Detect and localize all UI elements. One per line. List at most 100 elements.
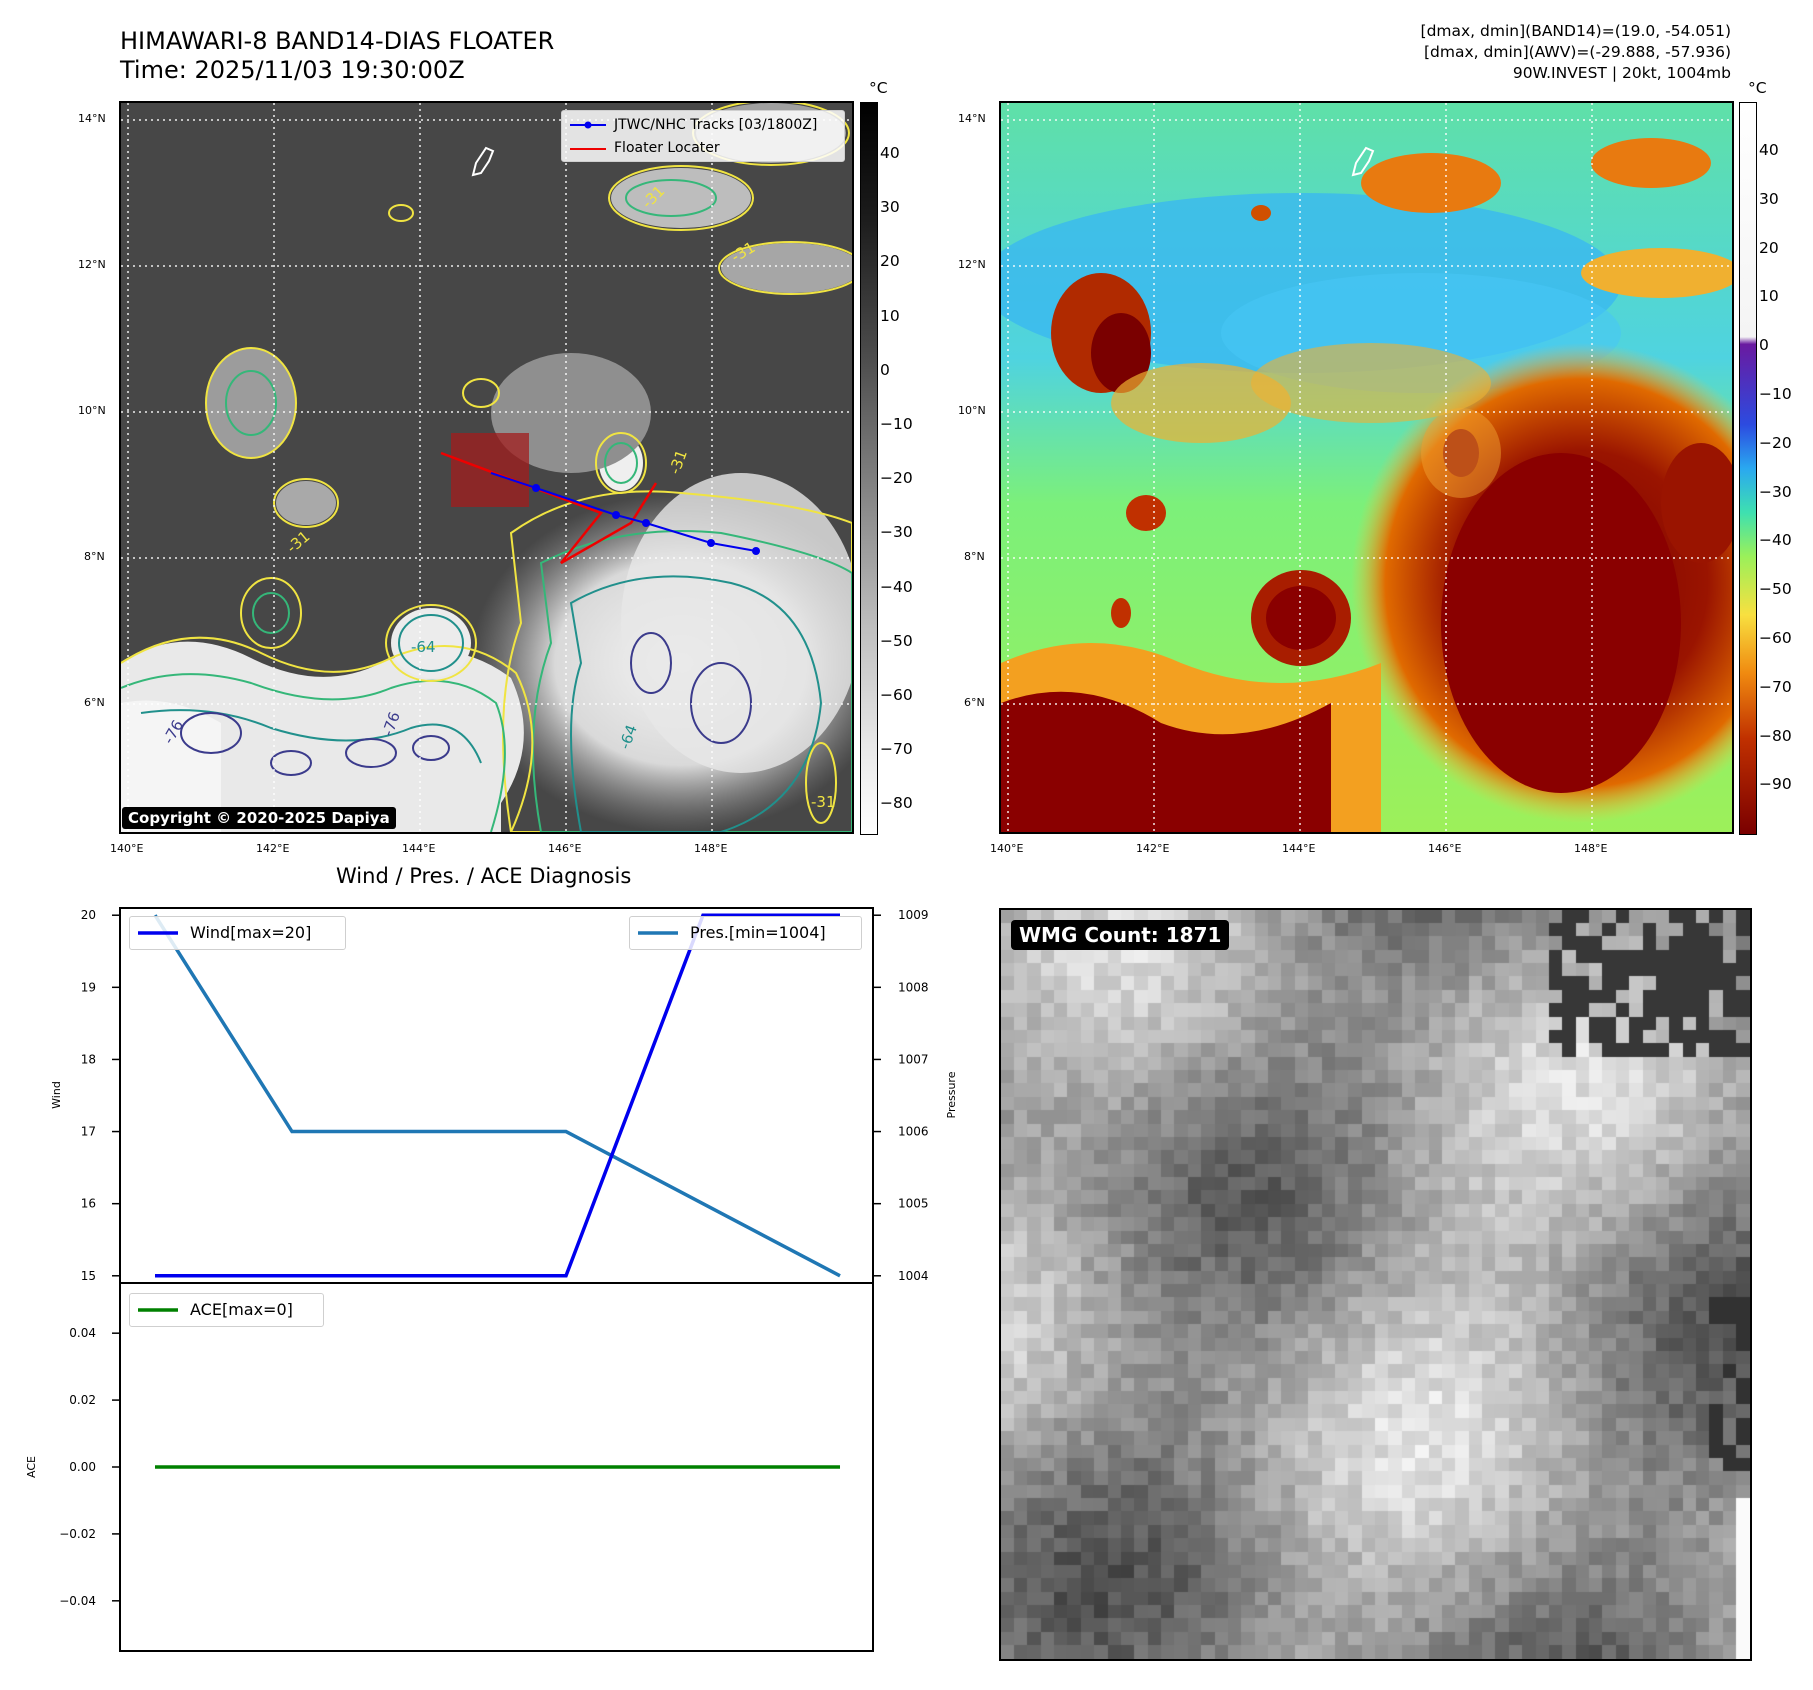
awv-colorbar-tick: −10 xyxy=(1759,385,1792,403)
wmg-panel: WMG Count: 1871 xyxy=(999,908,1752,1661)
band14-colorbar-tick: −10 xyxy=(880,415,913,433)
lon-label: 148°E xyxy=(694,842,728,855)
awv-colorbar-tick: −40 xyxy=(1759,531,1792,550)
lat-label: 6°N xyxy=(964,696,985,709)
awv-colorbar-tick: −70 xyxy=(1759,677,1792,696)
lat-label: 8°N xyxy=(964,550,985,563)
pres-tick-label: 1009 xyxy=(898,908,929,922)
copyright-badge: Copyright © 2020-2025 Dapiya xyxy=(122,807,396,829)
awv-colorbar-tick: 10 xyxy=(1759,287,1779,306)
awv-colorbar-tick: −90 xyxy=(1759,775,1792,794)
band14-colorbar-tick: −80 xyxy=(880,794,913,813)
lon-label: 144°E xyxy=(402,842,436,855)
lat-label: 6°N xyxy=(84,696,105,709)
diagnosis-chart: 15 16 17 18 19 20 1004 1005 1006 1007 1008 1009 −0… xyxy=(25,907,958,1652)
info-storm-summary: 90W.INVEST | 20kt, 1004mb xyxy=(1512,64,1731,82)
pres-legend: Pres.[min=1004] xyxy=(629,916,862,950)
diagnosis-title: Wind / Pres. / ACE Diagnosis xyxy=(336,864,632,888)
lat-label: 10°N xyxy=(958,404,986,417)
band14-colorbar-tick: −20 xyxy=(880,469,913,488)
band14-colorbar-tick: 20 xyxy=(880,252,900,271)
figure-title-line2: Time: 2025/11/03 19:30:00Z xyxy=(120,56,465,84)
pres-tick-label: 1006 xyxy=(898,1125,929,1139)
band14-legend: JTWC/NHC Tracks [03/1800Z] Floater Locat… xyxy=(561,110,845,162)
wind-tick-label: 19 xyxy=(81,980,96,994)
ace-axis-label: ACE xyxy=(25,1456,38,1478)
info-awv-range: [dmax, dmin](AWV)=(-29.888, -57.936) xyxy=(1424,43,1731,61)
jtwc-track-line xyxy=(490,472,757,552)
ace-tick-label: 0.00 xyxy=(69,1460,96,1474)
pressure-axis-label: Pressure xyxy=(945,1071,958,1118)
ace-tick-label: −0.02 xyxy=(59,1527,96,1541)
lon-label: 142°E xyxy=(256,842,290,855)
contour-label: -31 xyxy=(811,793,836,811)
ace-legend: ACE[max=0] xyxy=(129,1293,324,1327)
wind-tick-label: 17 xyxy=(81,1125,96,1139)
contour-label: -76 xyxy=(159,716,188,748)
band14-colorbar xyxy=(860,102,878,835)
lon-label: 146°E xyxy=(548,842,582,855)
ace-tick-label: −0.04 xyxy=(59,1594,96,1608)
band14-colorbar-tick: −50 xyxy=(880,631,913,650)
lat-label: 14°N xyxy=(958,112,986,125)
awv-map-panel xyxy=(999,101,1734,834)
awv-colorbar-tick: 30 xyxy=(1759,189,1779,208)
band14-colorbar-tick: −30 xyxy=(880,523,913,542)
awv-colorbar-tick: 40 xyxy=(1759,141,1779,159)
wind-axis-label: Wind xyxy=(50,1081,63,1109)
pressure-series-line xyxy=(153,914,841,1278)
awv-colorbar-tick: −20 xyxy=(1759,433,1792,452)
contour-label: -31 xyxy=(638,181,669,213)
lat-label: 8°N xyxy=(84,550,105,563)
contour-label: -64 xyxy=(411,638,436,656)
pres-tick-label: 1008 xyxy=(898,980,929,994)
pres-tick-label: 1007 xyxy=(898,1052,929,1066)
band14-colorbar-tick: −40 xyxy=(880,577,913,596)
pres-legend-label: Pres.[min=1004] xyxy=(690,923,826,942)
lat-label: 10°N xyxy=(78,404,106,417)
lon-label: 144°E xyxy=(1282,842,1316,855)
wind-tick-label: 16 xyxy=(81,1197,96,1211)
wind-legend-label: Wind[max=20] xyxy=(190,923,312,942)
wind-tick-label: 20 xyxy=(81,908,96,922)
figure-title-line1: HIMAWARI-8 BAND14-DIAS FLOATER xyxy=(120,27,555,55)
wind-tick-label: 18 xyxy=(81,1052,96,1066)
floater-locator-line xyxy=(440,451,658,565)
band14-colorbar-tick: 40 xyxy=(880,144,900,162)
awv-colorbar-tick: 20 xyxy=(1759,238,1779,257)
wind-tick-label: 15 xyxy=(81,1269,96,1283)
floater-box xyxy=(451,433,529,507)
info-band14-range: [dmax, dmin](BAND14)=(19.0, -54.051) xyxy=(1420,22,1731,40)
lat-label: 14°N xyxy=(78,112,106,125)
pres-tick-label: 1005 xyxy=(898,1197,929,1211)
contour-label: -31 xyxy=(665,447,691,477)
awv-colorbar-tick: 0 xyxy=(1759,336,1769,355)
contour-label: -31 xyxy=(728,238,759,266)
band14-colorbar-tick: 0 xyxy=(880,360,890,379)
lon-label: 140°E xyxy=(110,842,144,855)
legend-floater-label: Floater Locater xyxy=(614,140,720,156)
ace-tick-label: 0.04 xyxy=(69,1326,96,1340)
contour-label: -31 xyxy=(283,527,314,557)
lat-label: 12°N xyxy=(958,258,986,271)
lon-label: 140°E xyxy=(990,842,1024,855)
legend-track-label: JTWC/NHC Tracks [03/1800Z] xyxy=(614,117,818,133)
wind-legend: Wind[max=20] xyxy=(129,916,346,950)
awv-imagery xyxy=(1001,103,1732,832)
wind-series-line xyxy=(155,913,840,1278)
wind-pres-axes xyxy=(119,907,874,1284)
band14-colorbar-tick: 30 xyxy=(880,198,900,217)
wmg-count-badge: WMG Count: 1871 xyxy=(1011,920,1230,950)
contour-label: -64 xyxy=(615,722,641,752)
band14-colorbar-unit: °C xyxy=(869,79,888,97)
jtwc-track-points xyxy=(532,484,760,555)
awv-colorbar-tick: −50 xyxy=(1759,580,1792,599)
ace-tick-label: 0.02 xyxy=(69,1393,96,1407)
wmg-pixel-image xyxy=(1001,910,1750,1659)
awv-colorbar xyxy=(1739,102,1757,835)
awv-colorbar-tick: −60 xyxy=(1759,629,1792,647)
contour-label: -76 xyxy=(378,709,404,739)
lat-label: 12°N xyxy=(78,258,106,271)
ace-legend-label: ACE[max=0] xyxy=(190,1300,293,1319)
lon-label: 142°E xyxy=(1136,842,1170,855)
